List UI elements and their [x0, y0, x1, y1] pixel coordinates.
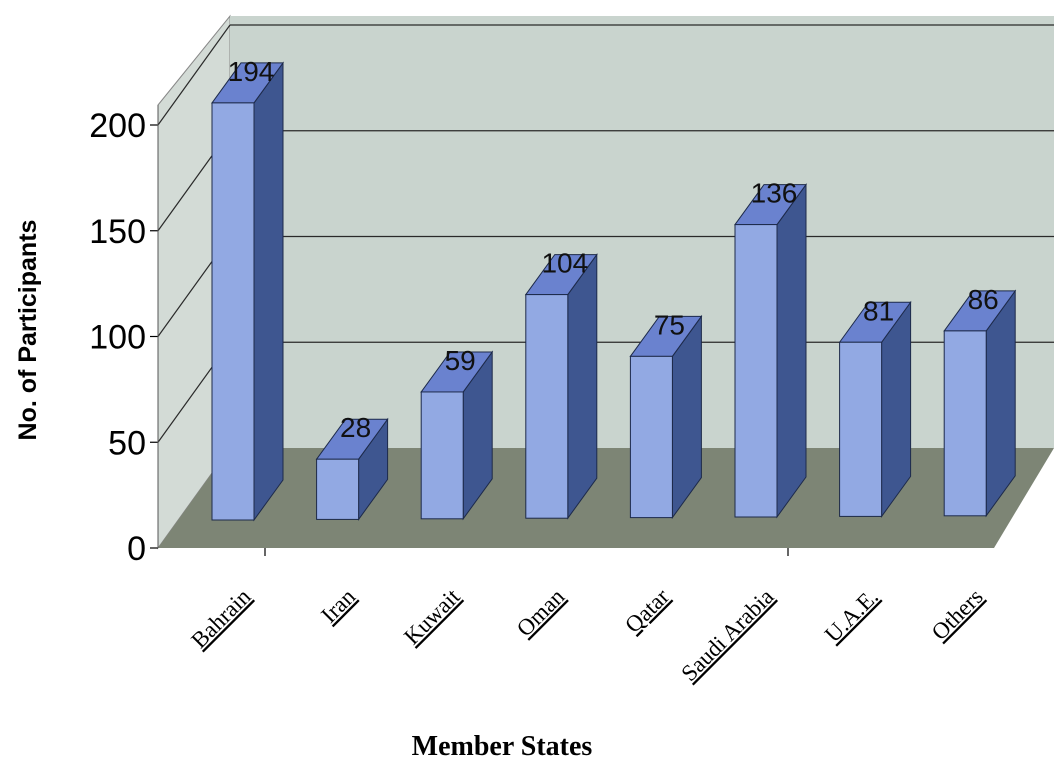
data-label: 86: [968, 284, 999, 315]
chart-floor: [158, 448, 1054, 548]
bars: [211, 61, 1017, 522]
y-tick-label: 50: [108, 424, 146, 462]
bar-front: [629, 355, 673, 519]
bar-front: [211, 102, 255, 521]
data-label: 75: [654, 309, 685, 340]
bar-side: [776, 183, 807, 519]
category-label: Qatar: [620, 584, 674, 638]
bar: [629, 314, 703, 520]
data-label: 59: [445, 345, 476, 376]
chart-walls: [157, 14, 1054, 550]
bar: [734, 183, 807, 519]
category-labels: Bahrain Iran Kuwait Oman Qatar Saudi Arabia U.…: [186, 583, 987, 686]
x-axis-ticks: [264, 548, 789, 556]
bar: [420, 350, 494, 521]
bar-side: [253, 61, 284, 522]
category-label: Iran: [316, 584, 360, 628]
category-label: Kuwait: [399, 583, 465, 649]
data-label: 104: [541, 248, 588, 279]
bar-front: [943, 330, 987, 517]
y-tick-label: 0: [127, 530, 146, 568]
data-label: 194: [228, 56, 275, 87]
bar: [838, 300, 912, 518]
bar-front: [525, 294, 569, 519]
y-axis-ticks: 0 50 100 150 200: [89, 105, 159, 568]
data-label: 136: [751, 178, 798, 209]
bar-side: [567, 253, 598, 520]
y-axis-title: No. of Participants: [14, 220, 42, 441]
bar: [315, 417, 389, 521]
bar: [211, 61, 284, 522]
bar-front: [420, 391, 464, 520]
category-label: Others: [927, 584, 988, 645]
category-label: Bahrain: [186, 584, 256, 654]
data-label: 28: [340, 412, 371, 443]
bar-front: [839, 341, 883, 517]
bar-front: [316, 458, 360, 520]
category-label: U.A.E.: [820, 584, 883, 647]
category-label: Saudi Arabia: [676, 584, 778, 686]
y-tick-label: 100: [89, 319, 146, 357]
gridline-side: [157, 24, 231, 126]
bar: [943, 289, 1017, 518]
y-tick-label: 150: [89, 213, 146, 251]
y-tick-label: 200: [89, 107, 146, 145]
bar: [524, 253, 598, 520]
bar-front: [734, 224, 778, 518]
data-labels: 194 28 59 104 75 136 81 86: [228, 56, 999, 443]
category-label: Oman: [512, 584, 570, 642]
data-label: 81: [863, 295, 894, 326]
x-axis-title: Member States: [412, 731, 593, 762]
